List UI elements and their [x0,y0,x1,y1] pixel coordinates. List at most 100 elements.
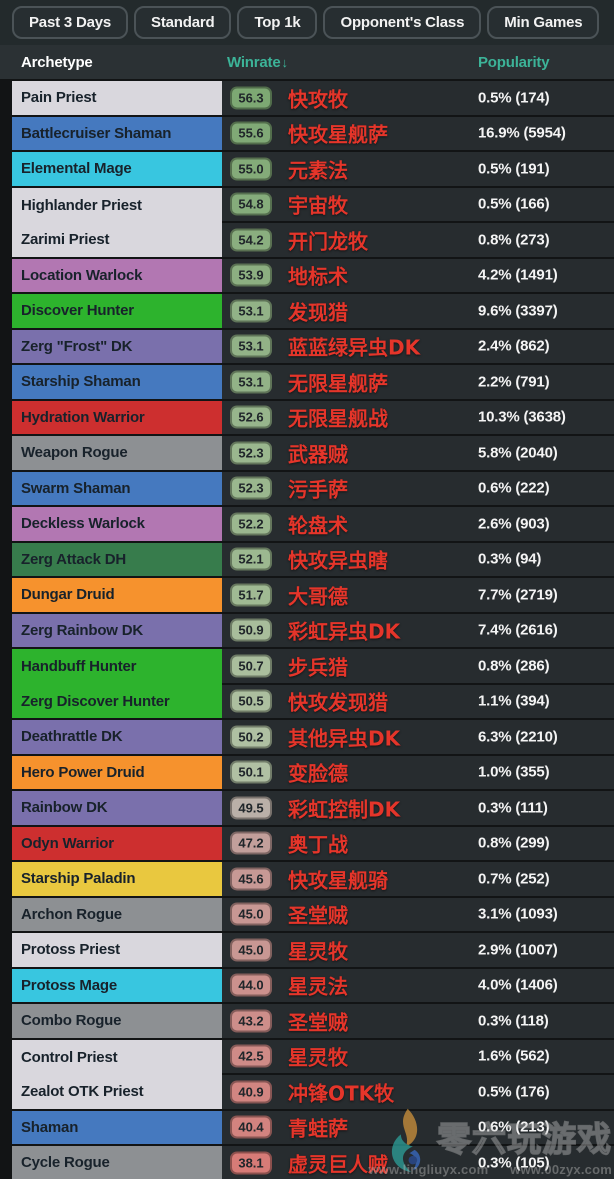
archetype-name: Control Priest [21,1048,118,1066]
archetype-row: Zarimi Priest 54.2 开门龙牧 0.8% (273) [12,223,614,257]
archetype-name-cell[interactable]: Deckless Warlock [12,507,222,541]
archetype-chinese-name: 污手萨 [288,477,348,502]
archetype-name: Starship Paladin [21,870,136,888]
archetype-chinese-name: 大哥德 [288,584,348,609]
archetype-chinese-name: 武器贼 [288,442,348,467]
winrate-badge: 49.5 [230,796,272,820]
winrate-badge: 45.6 [230,867,272,891]
archetype-chinese-name: 元素法 [288,158,348,183]
archetype-name-cell[interactable]: Cycle Rogue [12,1146,222,1179]
winrate-badge: 40.9 [230,1080,272,1104]
archetype-name-cell[interactable]: Zerg Discover Hunter [12,684,222,718]
archetype-row: Odyn Warrior 47.2 奥丁战 0.8% (299) [12,826,614,860]
archetype-name-cell[interactable]: Archon Rogue [12,897,222,931]
archetype-chinese-name: 圣堂贼 [288,903,348,928]
winrate-badge: 50.7 [230,654,272,678]
popularity-value: 6.3% (2210) [478,728,558,746]
archetype-name-cell[interactable]: Zerg Attack DH [12,542,222,576]
archetype-name-cell[interactable]: Handbuff Hunter [12,649,222,685]
archetype-name-cell[interactable]: Hero Power Druid [12,755,222,789]
popularity-value: 7.7% (2719) [478,586,558,604]
column-header-popularity[interactable]: Popularity [478,53,550,71]
archetype-name: Pain Priest [21,89,97,107]
winrate-badge: 38.1 [230,1151,272,1175]
winrate-badge: 50.2 [230,725,272,749]
archetype-name-cell[interactable]: Elemental Mage [12,152,222,186]
filter-button-min-games[interactable]: Min Games [487,6,600,39]
archetype-name: Highlander Priest [21,196,142,214]
archetype-name-cell[interactable]: Zarimi Priest [12,223,222,257]
archetype-name-cell[interactable]: Hydration Warrior [12,400,222,434]
archetype-name-cell[interactable]: Pain Priest [12,81,222,115]
archetype-chinese-name: 快攻星舰骑 [288,868,388,893]
filter-button-top-1k[interactable]: Top 1k [237,6,318,39]
archetype-row: Swarm Shaman 52.3 污手萨 0.6% (222) [12,471,614,505]
archetype-row: Weapon Rogue 52.3 武器贼 5.8% (2040) [12,436,614,470]
archetype-name-cell[interactable]: Highlander Priest [12,187,222,223]
popularity-value: 2.9% (1007) [478,941,558,959]
popularity-value: 4.0% (1406) [478,976,558,994]
archetype-name: Elemental Mage [21,160,132,178]
archetype-name: Odyn Warrior [21,834,114,852]
archetype-name-cell[interactable]: Protoss Mage [12,968,222,1002]
archetype-chinese-name: 快攻星舰萨 [288,122,388,147]
archetype-name-cell[interactable]: Zerg Rainbow DK [12,613,222,647]
archetype-name-cell[interactable]: Starship Shaman [12,365,222,399]
archetype-row: Zerg Discover Hunter 50.5 快攻发现猎 1.1% (39… [12,684,614,718]
filter-button-past-3-days[interactable]: Past 3 Days [12,6,129,39]
archetype-name-cell[interactable]: Rainbow DK [12,791,222,825]
archetype-name-cell[interactable]: Dungar Druid [12,578,222,612]
column-header-winrate[interactable]: Winrate ↓ [227,45,288,79]
winrate-badge: 53.1 [230,299,272,323]
archetype-name-cell[interactable]: Zerg "Frost" DK [12,329,222,363]
archetype-chinese-name: 轮盘术 [288,513,348,538]
archetype-row: Archon Rogue 45.0 圣堂贼 3.1% (1093) [12,897,614,931]
archetype-name-cell[interactable]: Zealot OTK Priest [12,1075,222,1109]
popularity-value: 0.6% (222) [478,479,550,497]
filter-button-opponents-class[interactable]: Opponent's Class [323,6,482,39]
popularity-value: 0.5% (176) [478,1083,550,1101]
popularity-value: 9.6% (3397) [478,302,558,320]
winrate-badge: 45.0 [230,938,272,962]
archetype-name-cell[interactable]: Starship Paladin [12,862,222,896]
archetype-name-cell[interactable]: Deathrattle DK [12,720,222,754]
popularity-value: 2.2% (791) [478,373,550,391]
archetype-name-cell[interactable]: Combo Rogue [12,1004,222,1038]
archetype-chinese-name: 彩虹异虫DK [288,619,401,644]
winrate-badge: 55.0 [230,157,272,181]
archetype-row: Control Priest 42.5 星灵牧 1.6% (562) [12,1039,614,1075]
archetype-chinese-name: 发现猎 [288,300,348,325]
archetype-name: Zealot OTK Priest [21,1083,144,1101]
winrate-badge: 55.6 [230,121,272,145]
archetype-chinese-name: 无限星舰萨 [288,371,388,396]
popularity-value: 1.1% (394) [478,692,550,710]
archetype-chinese-name: 地标术 [288,264,348,289]
archetype-name-cell[interactable]: Weapon Rogue [12,436,222,470]
archetype-chinese-name: 开门龙牧 [288,229,368,254]
archetype-name: Protoss Priest [21,941,120,959]
popularity-value: 0.5% (191) [478,160,550,178]
archetype-name-cell[interactable]: Odyn Warrior [12,826,222,860]
archetype-name-cell[interactable]: Shaman [12,1110,222,1144]
popularity-value: 7.4% (2616) [478,621,558,639]
archetype-chinese-name: 无限星舰战 [288,406,388,431]
archetype-table-body: Pain Priest 56.3 快攻牧 0.5% (174) Battlecr… [0,79,614,1179]
archetype-name-cell[interactable]: Discover Hunter [12,294,222,328]
winrate-badge: 43.2 [230,1009,272,1033]
archetype-row: Starship Shaman 53.1 无限星舰萨 2.2% (791) [12,365,614,399]
archetype-name: Starship Shaman [21,373,141,391]
archetype-name-cell[interactable]: Battlecruiser Shaman [12,116,222,150]
archetype-name-cell[interactable]: Control Priest [12,1039,222,1075]
archetype-name-cell[interactable]: Protoss Priest [12,933,222,967]
column-header-archetype[interactable]: Archetype [21,53,93,71]
archetype-name: Hero Power Druid [21,763,145,781]
archetype-name-cell[interactable]: Swarm Shaman [12,471,222,505]
archetype-row: Zerg "Frost" DK 53.1 蓝蓝绿异虫DK 2.4% (862) [12,329,614,363]
filter-button-standard[interactable]: Standard [134,6,232,39]
winrate-badge: 42.5 [230,1044,272,1068]
winrate-badge: 54.8 [230,192,272,216]
archetype-chinese-name: 其他异虫DK [288,726,401,751]
archetype-name: Handbuff Hunter [21,658,137,676]
archetype-name-cell[interactable]: Location Warlock [12,258,222,292]
